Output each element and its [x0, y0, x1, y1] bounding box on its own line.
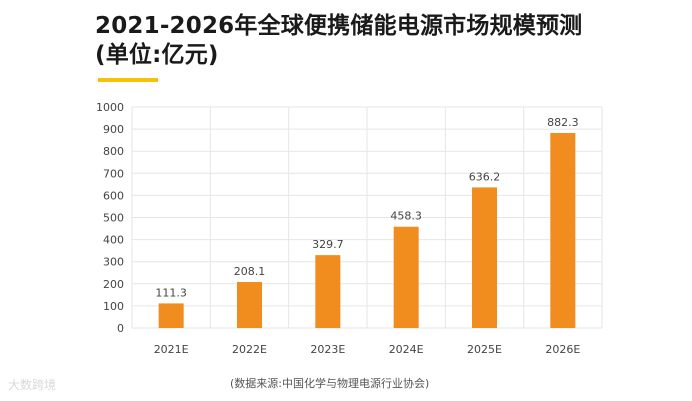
bar-value-label: 636.2: [469, 170, 501, 183]
y-tick-label: 500: [103, 212, 124, 225]
y-tick-label: 1000: [96, 101, 124, 114]
x-tick-label: 2023E: [310, 343, 345, 356]
y-tick-label: 600: [103, 189, 124, 202]
chart-title: 2021-2026年全球便携储能电源市场规模预测 (单位:亿元): [95, 12, 665, 70]
y-tick-label: 400: [103, 234, 124, 247]
x-tick-label: 2021E: [154, 343, 189, 356]
bar-2021E: [158, 303, 184, 328]
y-tick-label: 200: [103, 278, 124, 291]
bar-2026E: [550, 133, 576, 328]
bar-2024E: [393, 226, 419, 328]
bar-2023E: [315, 255, 341, 328]
bar-value-label: 882.3: [547, 116, 579, 129]
chart-title-unit: (单位:亿元): [95, 42, 219, 68]
bar-2022E: [237, 282, 262, 328]
chart-title-line-1: 2021-2026年全球便携储能电源市场规模预测: [95, 13, 583, 39]
y-tick-label: 700: [103, 167, 124, 180]
data-source-note: (数据来源:中国化学与物理电源行业协会): [230, 377, 430, 390]
x-tick-label: 2024E: [389, 343, 424, 356]
x-tick-label: 2025E: [467, 343, 502, 356]
y-tick-label: 300: [103, 256, 124, 269]
x-tick-label: 2026E: [545, 343, 580, 356]
title-accent-bar: [98, 78, 158, 82]
gridlines: [131, 106, 603, 329]
y-tick-label: 0: [117, 322, 124, 335]
bar-value-label: 458.3: [390, 210, 422, 223]
bar-2025E: [472, 187, 497, 328]
x-tick-label: 2022E: [232, 343, 267, 356]
watermark: 大数跨境: [8, 378, 57, 392]
bar-value-label: 329.7: [312, 238, 344, 251]
x-axis: 2021E 2022E 2023E 2024E 2025E 2026E: [154, 343, 581, 356]
y-tick-label: 900: [103, 123, 124, 136]
bar-value-label: 208.1: [234, 265, 266, 278]
bar-value-label: 111.3: [155, 286, 187, 299]
y-tick-label: 800: [103, 145, 124, 158]
y-axis: 0 100 200 300 400 500 600 700 800 900 1000: [96, 101, 124, 335]
y-tick-label: 100: [103, 300, 124, 313]
bar-series: [158, 133, 576, 328]
value-labels: 111.3 208.1 329.7 458.3 636.2 882.3: [155, 116, 578, 299]
